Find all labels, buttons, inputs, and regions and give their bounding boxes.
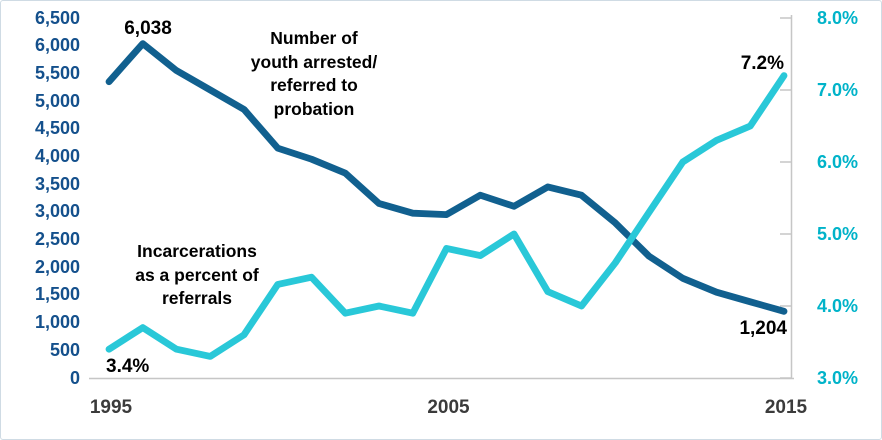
left-axis-tick-label: 5,000 xyxy=(34,90,80,111)
right-axis-tick-label: 6.0% xyxy=(817,152,859,172)
series2-title-line: Incarcerations xyxy=(137,241,257,261)
left-axis-tick-label: 5,500 xyxy=(34,62,80,83)
series2-title-line: referrals xyxy=(161,288,233,308)
series-line-incarceration-rate xyxy=(105,72,788,360)
left-axis-tick-label: 4,500 xyxy=(34,118,80,139)
series1-title-line: Number of xyxy=(270,28,358,48)
series1-title: Number of youth arrested/ referred to pr… xyxy=(204,27,424,121)
series2-end-value-label: 7.2% xyxy=(740,53,784,74)
x-axis-tick-label: 1995 xyxy=(89,397,133,418)
left-axis-tick-label: 0 xyxy=(69,367,80,388)
x-axis-tick-label: 2005 xyxy=(427,397,470,418)
left-axis-tick-label: 3,500 xyxy=(34,173,80,194)
left-axis-tick-label: 6,500 xyxy=(34,7,80,28)
right-axis-tick-label: 7.0% xyxy=(817,80,859,100)
series-line-arrests xyxy=(105,40,788,315)
series1-title-line: probation xyxy=(273,98,355,119)
left-axis-tick-label: 1,000 xyxy=(34,312,80,333)
left-axis-tick-label: 2,000 xyxy=(34,256,80,277)
series2-title-line: as a percent of xyxy=(135,264,259,285)
right-axis-tick-label: 8.0% xyxy=(817,8,859,28)
left-axis-tick-label: 4,000 xyxy=(34,145,80,166)
left-axis-tick-label: 3,000 xyxy=(34,201,80,222)
series1-title-line: youth arrested/ xyxy=(250,51,378,72)
right-axis-tick-label: 4.0% xyxy=(817,296,859,316)
x-axis-tick-label: 2015 xyxy=(764,397,808,418)
right-axis-tick-label: 3.0% xyxy=(817,368,859,388)
series1-end-value-label: 1,204 xyxy=(739,318,787,339)
left-axis-tick-label: 500 xyxy=(49,339,80,360)
left-axis-tick-label: 6,000 xyxy=(34,35,80,56)
series1-peak-value-label: 6,038 xyxy=(124,18,172,39)
series2-start-value-label: 3.4% xyxy=(106,356,150,377)
right-axis-tick-label: 5.0% xyxy=(817,224,859,244)
series2-title: Incarcerations as a percent of referrals xyxy=(87,240,307,311)
series1-title-line: referred to xyxy=(270,75,358,95)
left-axis-tick-label: 2,500 xyxy=(34,229,80,250)
left-axis-tick-label: 1,500 xyxy=(34,284,80,305)
